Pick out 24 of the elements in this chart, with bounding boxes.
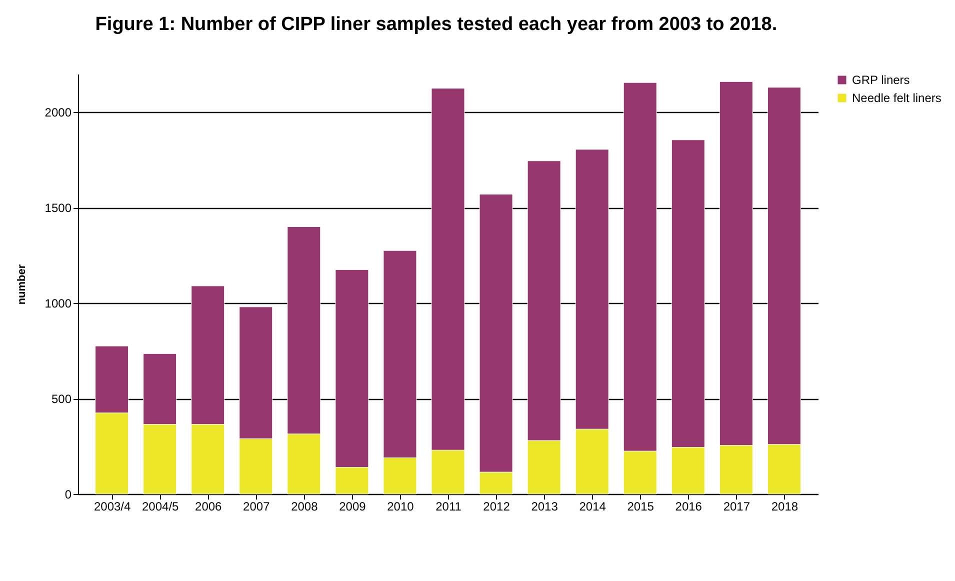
x-tick-label: 2011 xyxy=(436,500,462,514)
x-tick-label: 2007 xyxy=(243,500,270,514)
x-tick-label: 2017 xyxy=(723,500,750,514)
x-tick-label: 2010 xyxy=(387,500,414,514)
x-tick-label: 2012 xyxy=(483,500,510,514)
x-tick-label: 2008 xyxy=(291,500,318,514)
x-tick-label: 2018 xyxy=(771,500,798,514)
y-tick-label: 1500 xyxy=(44,201,72,216)
chart-title: Figure 1: Number of CIPP liner samples tested each year from 2003 to 2018. xyxy=(95,14,778,35)
y-axis-title: number xyxy=(16,264,28,305)
y-tick-label: 500 xyxy=(51,392,72,406)
legend-label: Needle felt liners xyxy=(852,91,942,105)
legend-label: GRP liners xyxy=(852,73,910,87)
x-tick-label: 2004/5 xyxy=(142,500,180,514)
x-tick-label: 2014 xyxy=(579,500,606,514)
x-tick-label: 2015 xyxy=(627,500,654,514)
x-tick-label: 2006 xyxy=(195,500,222,514)
x-tick-label: 2013 xyxy=(531,500,558,514)
y-tick-label: 2000 xyxy=(44,106,72,120)
x-tick-label: 2009 xyxy=(339,500,366,514)
y-tick-label: 1000 xyxy=(44,296,72,311)
x-tick-label: 2003/4 xyxy=(94,500,131,514)
x-tick-label: 2016 xyxy=(675,500,702,514)
y-tick-label: 0 xyxy=(64,488,72,502)
